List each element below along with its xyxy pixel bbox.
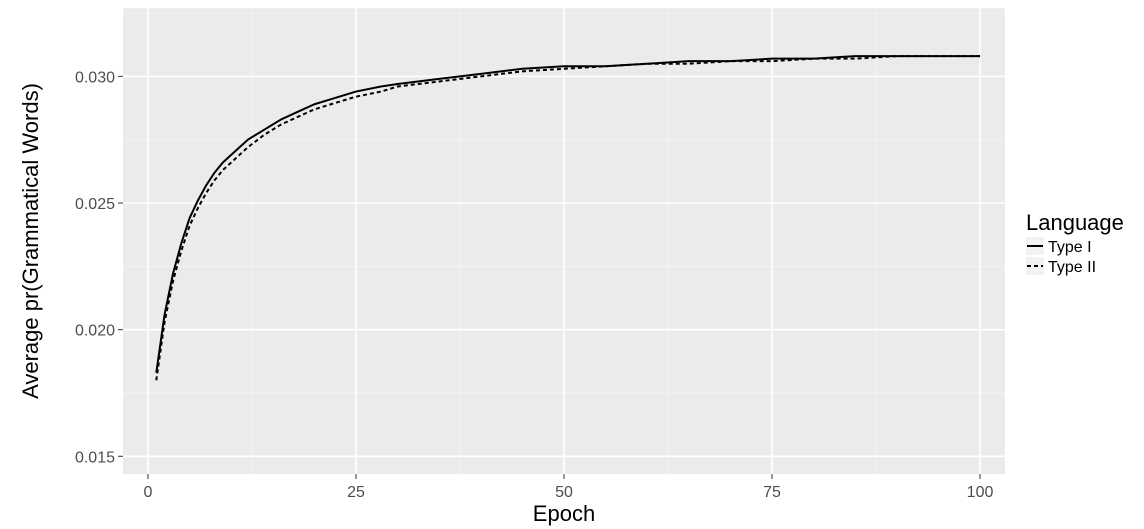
legend: Language Type I Type II xyxy=(1026,210,1124,276)
y-tick-label: 0.020 xyxy=(75,323,115,340)
y-tick-label: 0.030 xyxy=(75,69,115,86)
major-gridlines xyxy=(123,8,1005,474)
x-tick-label: 50 xyxy=(555,484,573,501)
legend-label: Type II xyxy=(1048,259,1096,276)
series-layer xyxy=(155,55,981,381)
y-axis-title: Average pr(Grammatical Words) xyxy=(18,83,43,399)
x-tick-label: 0 xyxy=(144,484,153,501)
x-tick-label: 25 xyxy=(347,484,365,501)
y-tick-label: 0.015 xyxy=(75,449,115,466)
legend-items: Type I Type II xyxy=(1026,237,1096,276)
legend-title: Language xyxy=(1026,210,1124,235)
y-tick-label: 0.025 xyxy=(75,196,115,213)
series-line-type-ii xyxy=(155,55,981,381)
x-tick-label: 100 xyxy=(967,484,994,501)
x-axis: 0 25 50 75 100 xyxy=(144,474,994,501)
y-axis: 0.015 0.020 0.025 0.030 xyxy=(75,69,123,466)
legend-label: Type I xyxy=(1048,239,1092,256)
x-axis-title: Epoch xyxy=(533,501,595,526)
series-line-type-i xyxy=(155,55,981,373)
x-tick-label: 75 xyxy=(763,484,781,501)
